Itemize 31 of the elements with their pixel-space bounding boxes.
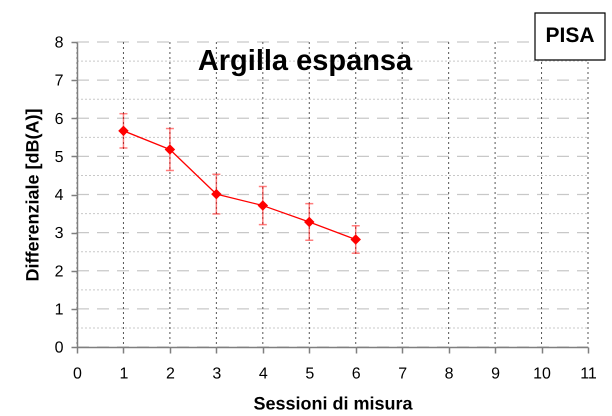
y-tick-label: 0 — [54, 340, 64, 356]
annotation: PISA — [545, 24, 595, 47]
x-tick-label: 5 — [305, 366, 314, 382]
point — [350, 234, 361, 245]
x-tick-label: 8 — [444, 366, 454, 382]
y-tick-label: 2 — [54, 263, 64, 280]
point — [211, 188, 222, 200]
x-tick-label: 1 — [120, 366, 128, 382]
x-tick-label: 7 — [398, 366, 408, 382]
x-tick-label: 3 — [212, 366, 222, 382]
x-tick-label: 10 — [533, 366, 552, 382]
point — [118, 126, 129, 136]
y-axis-title: Differenziale [dB(A)] — [22, 108, 43, 282]
y-tick-label: 4 — [54, 187, 64, 204]
y-tick-label: 1 — [54, 301, 64, 318]
x-tick-label: 0 — [73, 366, 82, 382]
point — [258, 200, 268, 211]
point — [164, 144, 176, 155]
chart-title: Argilla espansa — [198, 45, 414, 77]
y-tick-label: 6 — [54, 110, 64, 128]
x-tick-label: 6 — [352, 366, 361, 382]
point — [304, 216, 315, 228]
x-tick-label: 4 — [258, 366, 268, 382]
y-tick-label: 7 — [54, 72, 64, 90]
y-tick-label: 8 — [54, 34, 64, 52]
x-tick-label: 9 — [491, 366, 500, 382]
x-axis-title: Sessioni di misura — [253, 394, 414, 414]
y-tick-label: 3 — [54, 225, 64, 242]
x-tick-label: 2 — [166, 366, 175, 382]
y-tick-label: 5 — [54, 148, 64, 166]
x-tick-label: 11 — [580, 366, 597, 382]
